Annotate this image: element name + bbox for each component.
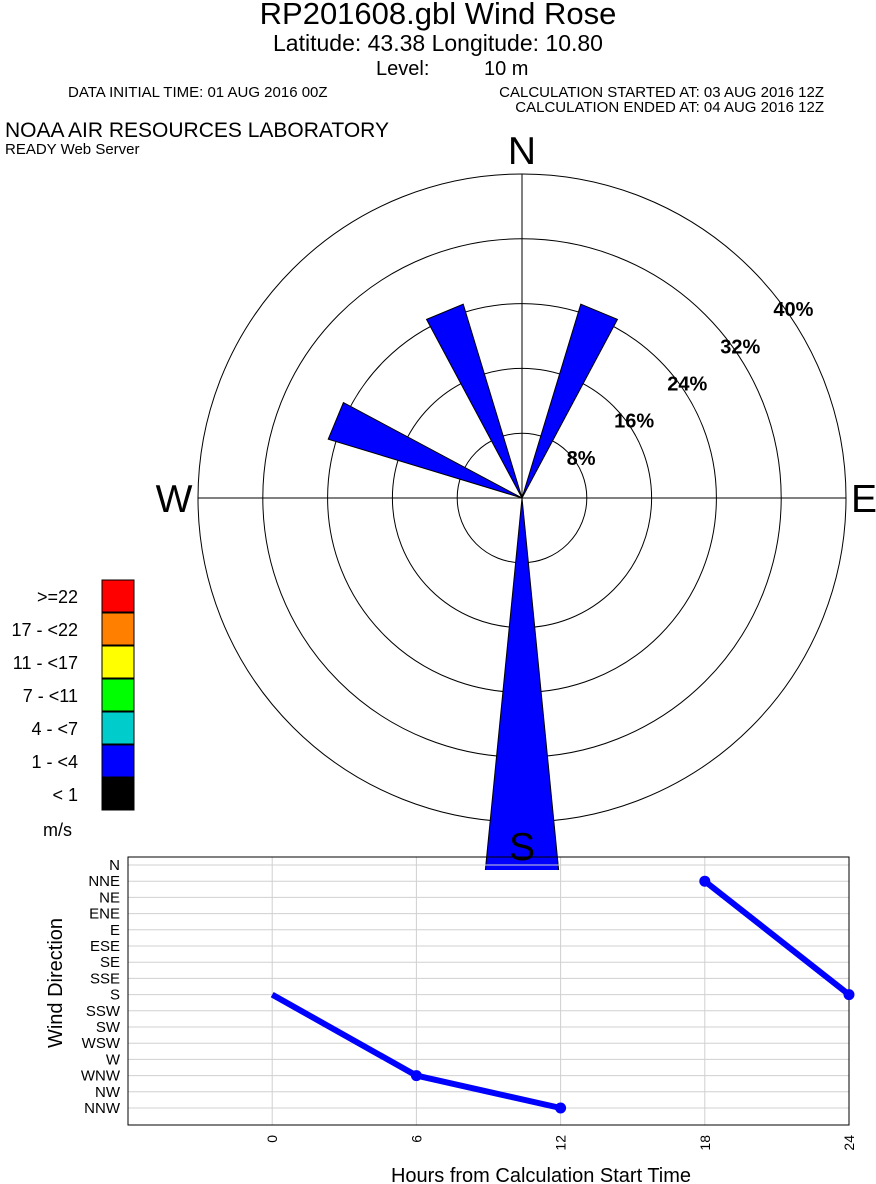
compass-e-label: E xyxy=(851,478,876,521)
legend-unit: m/s xyxy=(43,820,72,840)
legend-label: 17 - <22 xyxy=(11,620,78,640)
legend-swatch xyxy=(101,711,135,745)
rose-ring-label: 40% xyxy=(773,299,813,321)
rose-ring-label: 16% xyxy=(614,411,654,433)
rose-ring-label: 24% xyxy=(667,373,707,395)
timeline-y-tick-label: N xyxy=(109,857,120,874)
timeline-x-tick-label: 12 xyxy=(553,1135,569,1151)
timeline-y-tick-label: S xyxy=(110,987,120,1004)
timeline-point xyxy=(843,989,855,1001)
level-value: 10 m xyxy=(484,58,529,80)
legend-swatch xyxy=(101,612,135,646)
timeline-point xyxy=(699,875,711,887)
legend-label: 4 - <7 xyxy=(31,719,78,739)
timeline-x-tick-label: 0 xyxy=(264,1135,280,1143)
timeline-y-tick-label: NW xyxy=(95,1084,121,1101)
timeline-y-tick-label: WNW xyxy=(81,1068,121,1085)
timeline-y-tick-label: NNW xyxy=(84,1100,121,1117)
timeline-x-tick-label: 6 xyxy=(408,1135,424,1143)
level-label: Level: xyxy=(376,58,430,80)
timeline-y-tick-label: SE xyxy=(100,954,120,971)
timeline-point xyxy=(410,1070,422,1082)
rose-ring-label: 8% xyxy=(567,448,596,470)
rose-petal-s xyxy=(484,497,560,870)
legend-label: 11 - <17 xyxy=(13,653,78,673)
legend-swatch xyxy=(101,744,135,778)
wind-rose-chart: 8% 16% 24% 32% 40% N S W E xyxy=(156,130,876,870)
timeline-point xyxy=(555,1102,567,1114)
timeline-y-tick-label: WSW xyxy=(82,1035,121,1052)
compass-s-label: S xyxy=(509,826,535,869)
legend-swatch xyxy=(101,579,135,613)
server-name: READY Web Server xyxy=(5,141,140,158)
rose-ring-label: 32% xyxy=(720,336,760,358)
speed-legend: >=22 17 - <22 11 - <17 7 - <11 4 - <7 1 - <4 <… xyxy=(11,579,135,840)
timeline-y-tick-label: ESE xyxy=(90,938,120,955)
location-coordinates: Latitude: 43.38 Longitude: 10.80 xyxy=(273,30,603,56)
legend-label: >=22 xyxy=(37,587,78,607)
legend-swatch xyxy=(101,678,135,712)
timeline-y-tick-label: ENE xyxy=(89,906,120,923)
timeline-series-line-2 xyxy=(702,878,851,997)
timeline-y-tick-label: W xyxy=(106,1051,121,1068)
legend-swatch xyxy=(101,645,135,679)
rose-petal-nnw xyxy=(425,303,523,499)
timeline-y-tick-label: SSW xyxy=(86,1003,121,1020)
calculation-ended: CALCULATION ENDED AT: 04 AUG 2016 12Z xyxy=(515,99,824,116)
legend-swatch xyxy=(101,777,135,811)
timeline-x-tick-label: 18 xyxy=(697,1135,713,1151)
compass-w-label: W xyxy=(156,478,193,521)
timeline-y-tick-label: SW xyxy=(96,1019,121,1036)
timeline-y-axis-title: Wind Direction xyxy=(45,918,67,1048)
timeline-x-tick-label: 24 xyxy=(841,1135,857,1151)
rose-petal-wnw xyxy=(327,401,523,499)
timeline-y-tick-label: SSE xyxy=(90,970,120,987)
timeline-y-tick-label: E xyxy=(110,922,120,939)
timeline-y-tick-label: NNE xyxy=(88,873,120,890)
rose-petal-nne xyxy=(521,303,619,499)
compass-n-label: N xyxy=(508,130,536,173)
organization-name: NOAA AIR RESOURCES LABORATORY xyxy=(5,119,389,142)
legend-label: < 1 xyxy=(52,785,78,805)
timeline-y-tick-label: NE xyxy=(99,889,120,906)
data-initial-time: DATA INITIAL TIME: 01 AUG 2016 00Z xyxy=(68,84,328,101)
chart-title: RP201608.gbl Wind Rose xyxy=(259,0,617,31)
legend-label: 7 - <11 xyxy=(23,686,78,706)
legend-label: 1 - <4 xyxy=(31,752,78,772)
calculation-started: CALCULATION STARTED AT: 03 AUG 2016 12Z xyxy=(499,84,824,101)
timeline-x-axis-title: Hours from Calculation Start Time xyxy=(391,1165,691,1184)
